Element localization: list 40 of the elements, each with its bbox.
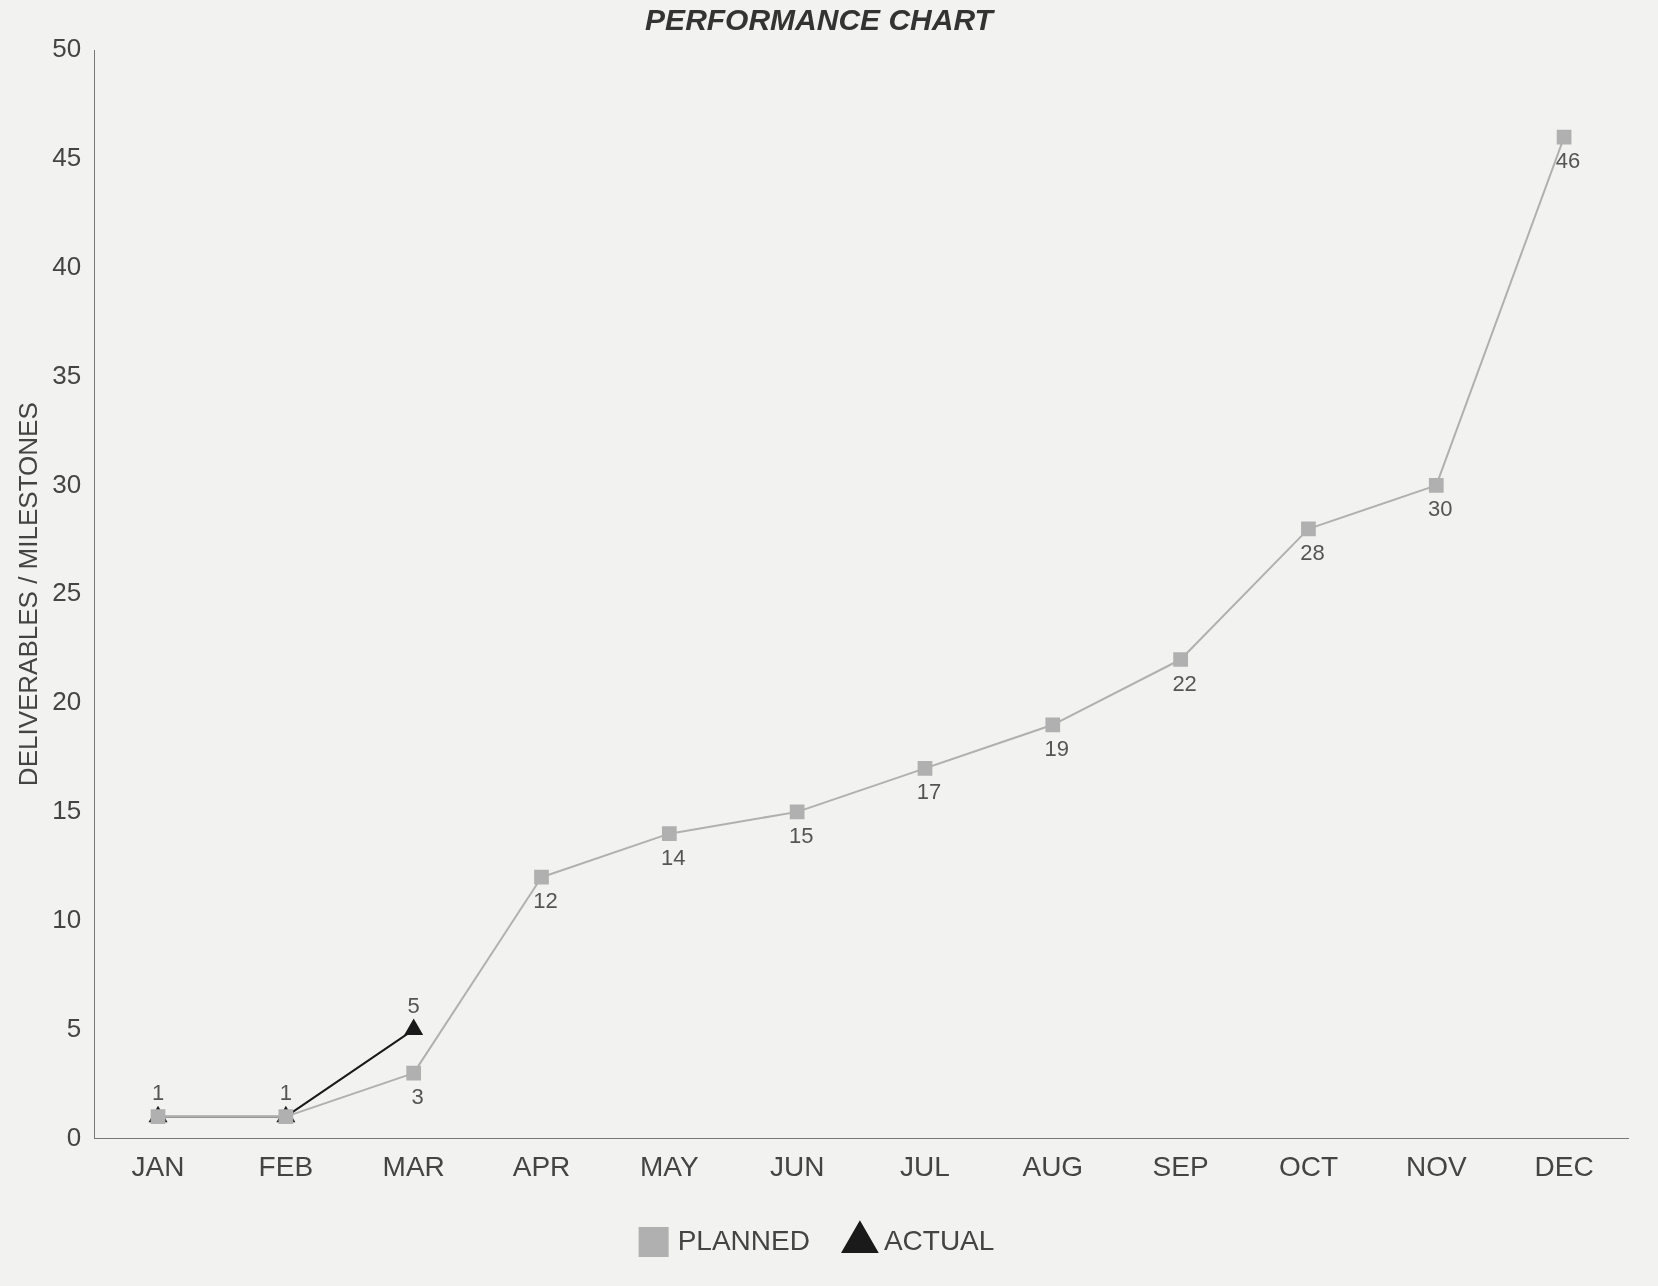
y-tick-label: 30 — [52, 468, 82, 499]
y-tick-label: 20 — [52, 686, 82, 717]
data-label: 1 — [279, 1079, 292, 1105]
y-tick-label: 0 — [66, 1121, 82, 1152]
y-axis-title: DELIVERABLES / MILESTONES — [12, 402, 43, 787]
data-label: 1 — [151, 1079, 165, 1105]
x-tick-label: JUN — [769, 1150, 825, 1182]
data-label: 19 — [1044, 735, 1070, 761]
data-label: 22 — [1172, 670, 1197, 696]
x-tick-label: MAR — [382, 1150, 445, 1182]
x-tick-label: DEC — [1534, 1150, 1594, 1182]
x-tick-label: JUL — [900, 1150, 950, 1182]
data-label: 17 — [916, 779, 942, 805]
y-tick-label: 35 — [52, 359, 82, 390]
data-label: 30 — [1428, 496, 1453, 522]
x-tick-label: MAY — [640, 1150, 699, 1182]
y-tick-label: 45 — [52, 142, 82, 173]
x-tick-label: OCT — [1278, 1150, 1338, 1182]
x-tick-label: NOV — [1405, 1150, 1467, 1182]
x-tick-label: AUG — [1022, 1150, 1084, 1182]
legend-label: PLANNED — [677, 1224, 810, 1256]
data-label: 46 — [1555, 148, 1581, 174]
x-tick-label: SEP — [1152, 1150, 1209, 1182]
x-tick-label: JAN — [131, 1150, 185, 1182]
data-label: 5 — [407, 992, 420, 1018]
data-label: 3 — [411, 1084, 424, 1110]
legend-label: ACTUAL — [883, 1224, 995, 1256]
data-label: 14 — [661, 844, 686, 870]
y-tick-label: 40 — [52, 250, 82, 281]
y-tick-label: 25 — [52, 577, 82, 608]
y-tick-label: 10 — [52, 903, 82, 934]
data-label: 15 — [788, 822, 814, 848]
data-label: 28 — [1300, 539, 1325, 565]
y-tick-label: 50 — [52, 33, 82, 64]
data-label: 12 — [533, 888, 558, 914]
x-tick-label: FEB — [258, 1150, 314, 1182]
y-tick-label: 15 — [52, 795, 82, 826]
chart-title: PERFORMANCE CHART — [645, 3, 996, 37]
y-tick-label: 5 — [66, 1012, 82, 1043]
x-tick-label: APR — [512, 1150, 571, 1182]
